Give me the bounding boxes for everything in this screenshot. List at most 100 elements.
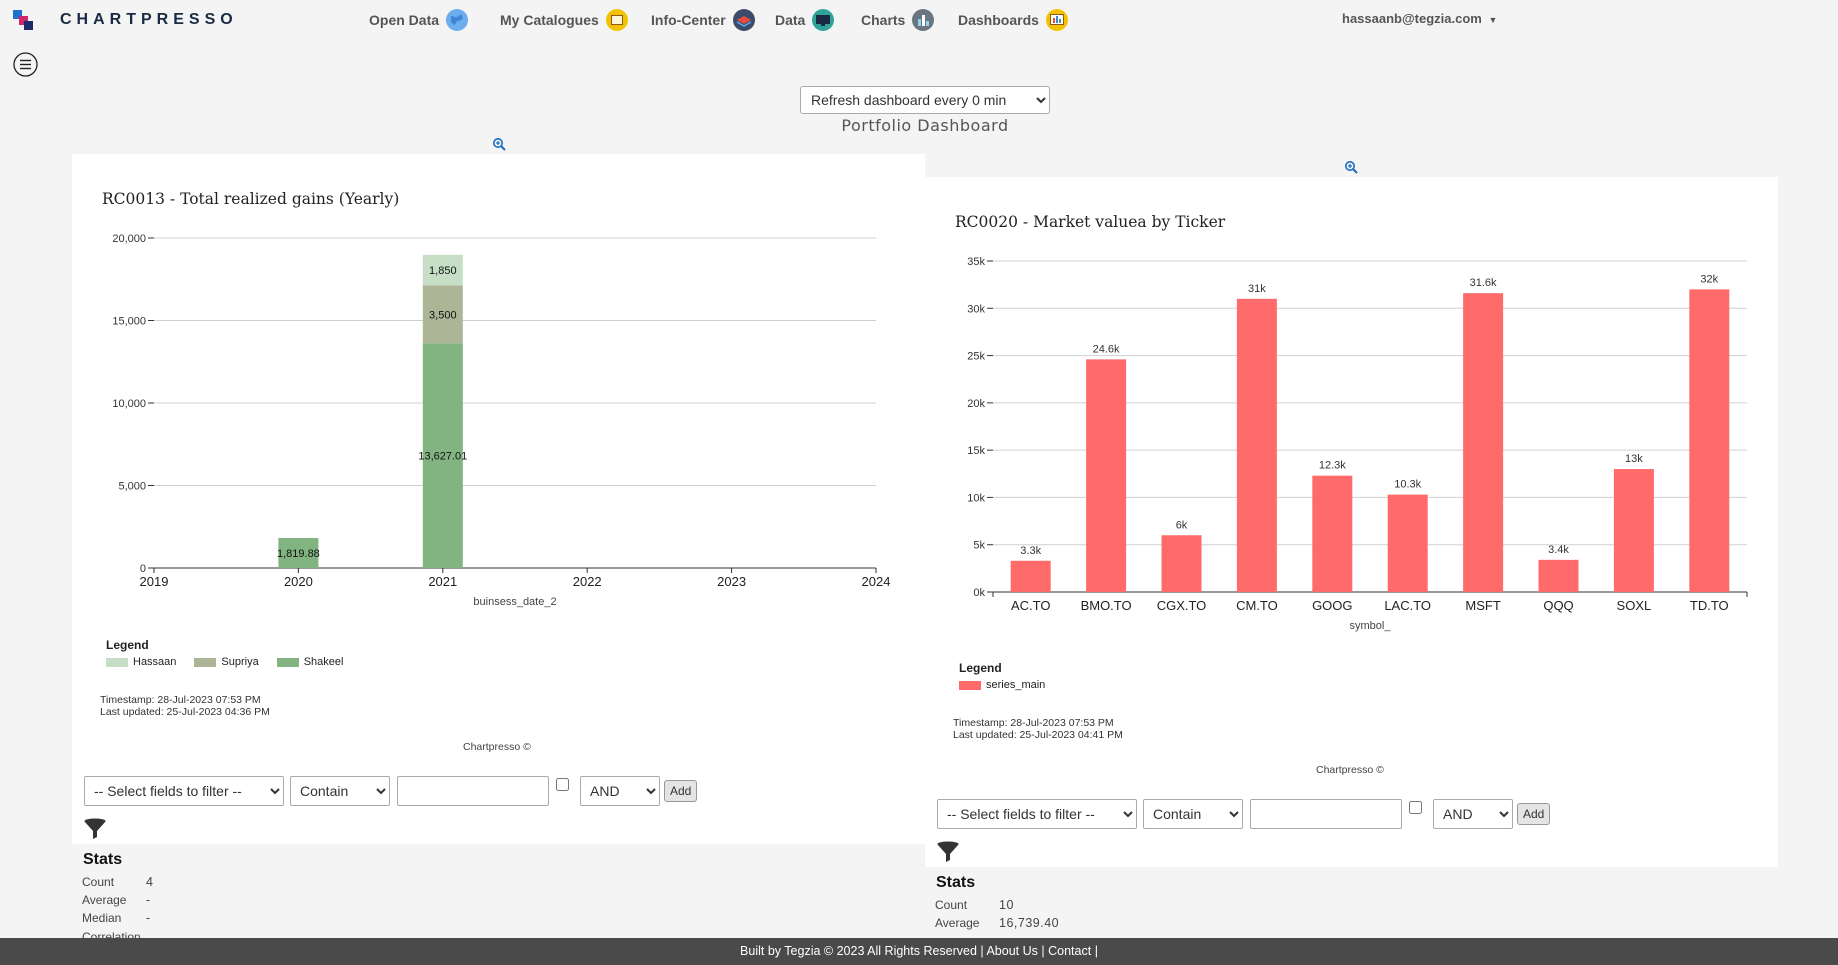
x-tick-label: 2024 (862, 574, 891, 589)
footer-copyright: © 2023 All Rights Reserved | (823, 944, 984, 958)
legend: series_main (959, 679, 1045, 691)
hamburger-menu-icon[interactable] (13, 52, 38, 77)
stat-label-count: Count (82, 875, 115, 889)
filter-row: -- Select fields to filter -- Contain AN… (937, 799, 1737, 829)
bar-segment (278, 537, 319, 568)
chartpresso-logo[interactable] (12, 9, 34, 31)
chart-panel-rc0013: RC0013 - Total realized gains (Yearly) 0… (72, 154, 925, 844)
data-label: 12.3k (1319, 460, 1346, 472)
filter-checkbox[interactable] (556, 778, 569, 791)
legend-title: Legend (106, 638, 149, 652)
nav-data[interactable]: Data (775, 8, 835, 32)
chart-title: RC0013 - Total realized gains (Yearly) (102, 190, 400, 208)
top-nav-bar: CHARTPRESSO Open Data My Catalogues Info… (0, 0, 1838, 40)
footer-about-link[interactable]: About Us (986, 944, 1038, 958)
legend-label: Hassaan (133, 656, 177, 668)
bar (1010, 560, 1051, 592)
legend-swatch (194, 657, 217, 667)
refresh-interval-select[interactable]: Refresh dashboard every 0 min (800, 86, 1050, 114)
brand-name[interactable]: CHARTPRESSO (60, 11, 238, 28)
nav-label: Data (775, 12, 806, 28)
legend-item[interactable]: Supriya (194, 656, 259, 668)
bar (1538, 559, 1579, 592)
x-axis-label: buinsess_date_2 (473, 596, 556, 608)
filter-join-select[interactable]: AND (1433, 799, 1513, 829)
bar-chart-icon (912, 9, 935, 31)
filter-add-button[interactable]: Add (664, 780, 698, 802)
legend-item[interactable]: Hassaan (106, 656, 176, 668)
bar-segment (422, 285, 463, 344)
x-tick-label: AC.TO (1011, 598, 1050, 613)
bar (1463, 293, 1504, 592)
x-axis-label: symbol_ (1350, 620, 1392, 632)
y-tick-label: 15,000 (112, 316, 146, 328)
filter-funnel-icon[interactable] (83, 818, 107, 840)
nav-label: Charts (861, 12, 906, 28)
x-tick-label: GOOG (1312, 598, 1352, 613)
chart-title: RC0020 - Market valuea by Ticker (955, 213, 1226, 231)
user-menu[interactable]: hassaanb@tegzia.com ▼ (1342, 11, 1497, 26)
filter-join-select[interactable]: AND (580, 776, 660, 806)
data-label: 3.3k (1020, 545, 1041, 557)
nav-info-center[interactable]: Info-Center (651, 8, 756, 32)
bar (1387, 494, 1428, 592)
nav-label: Open Data (369, 12, 440, 28)
y-tick-label: 5k (973, 540, 985, 552)
legend-item[interactable]: series_main (959, 679, 1045, 691)
x-tick-label: 2021 (428, 574, 457, 589)
zoom-in-icon[interactable] (492, 137, 506, 151)
footer-contact-link[interactable]: Contact (1048, 944, 1092, 958)
filter-field-select[interactable]: -- Select fields to filter -- (937, 799, 1137, 829)
nav-charts[interactable]: Charts (861, 8, 935, 32)
filter-funnel-icon[interactable] (936, 841, 960, 863)
nav-open-data[interactable]: Open Data (369, 8, 469, 32)
legend-swatch (106, 657, 128, 667)
chart-area: 0k 5k 10k 15k 20k 25k 30k 35k 3.3k AC.TO 24.6k BMO.… (967, 256, 1748, 632)
stat-value-count: 10 (999, 898, 1014, 912)
footer-separator: | (1094, 944, 1098, 958)
bar (1086, 359, 1127, 592)
filter-checkbox[interactable] (1409, 801, 1422, 814)
last-updated: Last updated: 25-Jul-2023 04:36 PM (100, 706, 270, 718)
y-tick-label: 20k (967, 398, 985, 410)
stat-label-median: Median (82, 911, 122, 925)
zoom-in-icon[interactable] (1344, 160, 1358, 174)
y-tick-label: 10,000 (112, 398, 146, 410)
last-updated: Last updated: 25-Jul-2023 04:41 PM (953, 729, 1123, 741)
chart-panel-rc0020: RC0020 - Market valuea by Ticker 0k 5k 10k… (925, 177, 1778, 867)
x-tick-label: LAC.TO (1384, 598, 1431, 613)
bar (1312, 475, 1353, 592)
legend-title: Legend (959, 661, 1002, 675)
page-title: Portfolio Dashboard (841, 116, 1009, 135)
x-tick-label: 2022 (573, 574, 602, 589)
data-label: 3,500 (429, 309, 457, 321)
stat-value-count: 4 (146, 875, 154, 889)
filter-value-input[interactable] (1250, 799, 1402, 829)
filter-operator-select[interactable]: Contain (1143, 799, 1243, 829)
stat-label-average: Average (82, 893, 127, 907)
data-label: 1,819.88 (277, 548, 320, 560)
legend-label: Shakeel (303, 656, 344, 668)
data-label: 31k (1248, 283, 1266, 295)
y-tick-label: 20,000 (112, 233, 146, 245)
data-label: 13,627.01 (418, 451, 467, 463)
filter-field-select[interactable]: -- Select fields to filter -- (84, 776, 284, 806)
chart-credit: Chartpresso © (1316, 764, 1384, 776)
bar (1161, 535, 1202, 592)
stat-label-count: Count (935, 898, 968, 912)
x-tick-label: BMO.TO (1081, 598, 1132, 613)
nav-my-catalogues[interactable]: My Catalogues (500, 8, 629, 32)
x-tick-label: MSFT (1465, 598, 1500, 613)
nav-dashboards[interactable]: Dashboards (958, 8, 1069, 32)
x-tick-label: 2019 (140, 574, 169, 589)
legend-swatch (276, 657, 299, 667)
filter-add-button[interactable]: Add (1517, 803, 1551, 825)
stats-title: Stats (83, 851, 123, 868)
y-tick-label: 30k (967, 303, 985, 315)
legend-item[interactable]: Shakeel (276, 656, 344, 668)
filter-value-input[interactable] (397, 776, 549, 806)
filter-operator-select[interactable]: Contain (290, 776, 390, 806)
y-tick-label: 0 (140, 563, 146, 575)
nav-label: Info-Center (651, 12, 726, 28)
y-tick-label: 0k (973, 587, 985, 599)
